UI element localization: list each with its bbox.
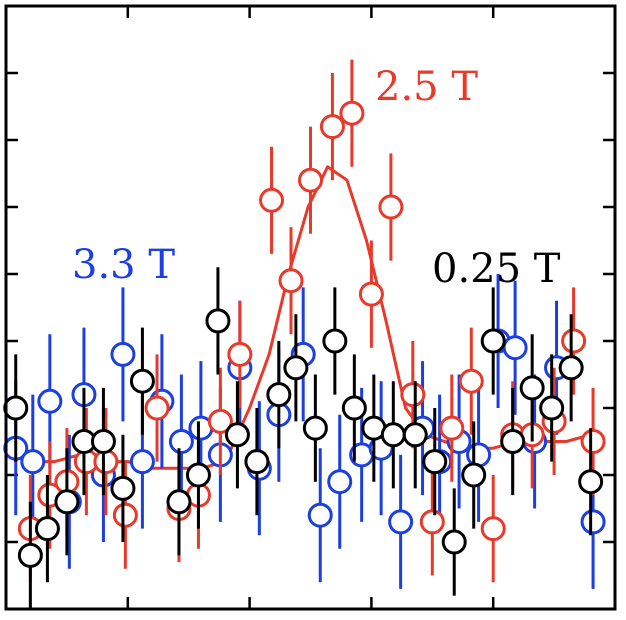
point-s1-1 bbox=[20, 449, 46, 475]
point-s0-4 bbox=[93, 449, 119, 475]
point-s0-16 bbox=[358, 281, 384, 307]
point-s1-2 bbox=[37, 388, 63, 414]
point-s2-24 bbox=[480, 328, 506, 354]
point-s0-12 bbox=[278, 268, 304, 294]
point-s0-13 bbox=[298, 167, 323, 193]
point-s2-20 bbox=[402, 422, 428, 448]
point-s2-7 bbox=[129, 368, 155, 394]
data-points-group bbox=[3, 59, 606, 609]
point-s2-21 bbox=[422, 449, 448, 475]
point-s0-14 bbox=[319, 114, 345, 140]
point-s0-5 bbox=[112, 502, 138, 528]
point-s2-11 bbox=[224, 422, 250, 448]
point-s0-20 bbox=[439, 415, 465, 441]
point-s0-17 bbox=[378, 194, 404, 220]
point-s0-6 bbox=[144, 395, 170, 421]
point-s2-16 bbox=[322, 328, 348, 354]
point-s2-10 bbox=[205, 308, 231, 334]
point-s0-10 bbox=[227, 341, 253, 367]
point-s1-7 bbox=[129, 449, 155, 475]
annotation-0p25T: 0.25 T bbox=[432, 246, 561, 292]
point-s2-3 bbox=[54, 489, 80, 515]
point-s1-26 bbox=[502, 335, 528, 361]
point-s1-24 bbox=[466, 442, 492, 468]
plot-frame bbox=[4, 4, 617, 611]
point-s2-23 bbox=[461, 462, 487, 488]
point-s2-26 bbox=[519, 375, 545, 401]
point-s2-22 bbox=[441, 529, 467, 555]
point-s0-9 bbox=[207, 408, 233, 434]
point-s2-12 bbox=[244, 449, 270, 475]
point-s2-6 bbox=[110, 475, 136, 501]
point-s1-17 bbox=[327, 469, 353, 495]
point-s0-22 bbox=[480, 516, 506, 542]
point-s2-8 bbox=[166, 489, 192, 515]
point-s1-9 bbox=[168, 429, 194, 454]
point-s2-0 bbox=[3, 395, 29, 421]
annotation-2p5T: 2.5 T bbox=[375, 64, 478, 110]
point-s0-19 bbox=[419, 509, 445, 535]
point-s1-20 bbox=[388, 509, 414, 535]
point-s1-29 bbox=[580, 509, 606, 535]
point-s2-9 bbox=[185, 462, 211, 488]
point-s2-2 bbox=[34, 516, 60, 542]
point-s1-16 bbox=[307, 502, 333, 528]
point-s0-15 bbox=[339, 100, 365, 126]
point-s0-18 bbox=[400, 382, 426, 408]
annotation-3p3T: 3.3 T bbox=[72, 242, 175, 288]
point-s2-27 bbox=[539, 395, 565, 421]
point-s2-5 bbox=[90, 429, 116, 454]
series-2 bbox=[3, 267, 604, 609]
point-s0-26 bbox=[561, 328, 587, 354]
point-s2-17 bbox=[341, 395, 367, 421]
point-s2-25 bbox=[500, 429, 526, 454]
point-s2-15 bbox=[302, 415, 328, 441]
point-s0-11 bbox=[259, 187, 285, 213]
point-s2-29 bbox=[578, 469, 604, 495]
point-s2-19 bbox=[380, 422, 406, 448]
point-s1-6 bbox=[110, 341, 136, 367]
point-s0-27 bbox=[580, 429, 606, 454]
point-s2-28 bbox=[558, 355, 584, 381]
point-s2-14 bbox=[283, 355, 309, 381]
point-s2-13 bbox=[266, 382, 292, 408]
point-s0-21 bbox=[458, 368, 484, 394]
point-s2-1 bbox=[17, 542, 43, 568]
